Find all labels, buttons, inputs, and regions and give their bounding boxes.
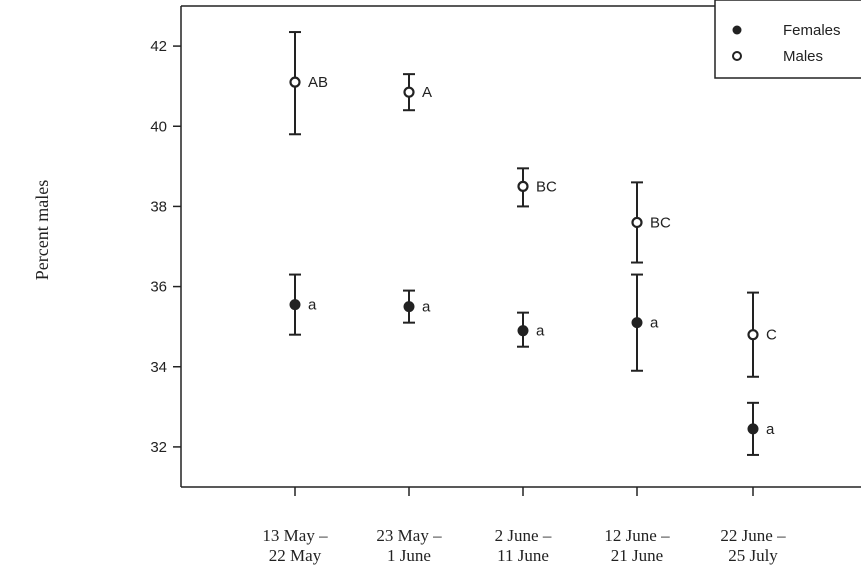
significance-label: a xyxy=(422,299,431,316)
x-category-label-line: 21 June xyxy=(611,546,663,565)
series-males: AB A BC BC C xyxy=(289,31,777,378)
data-point-females xyxy=(517,325,529,337)
legend: Females Males xyxy=(714,0,861,79)
data-point-females xyxy=(631,317,643,329)
y-tick-label-42: 42 xyxy=(150,38,167,55)
x-category-label-line: 25 July xyxy=(728,546,778,565)
x-category-label-line: 11 June xyxy=(497,546,549,565)
x-category-label-line: 22 June – xyxy=(720,526,786,545)
data-point-males xyxy=(289,76,301,88)
significance-label: AB xyxy=(308,74,328,91)
x-category-label-line: 13 May – xyxy=(262,526,328,545)
significance-label: a xyxy=(308,297,317,314)
significance-label: BC xyxy=(650,214,671,231)
legend-box xyxy=(714,0,861,79)
significance-label: C xyxy=(766,327,777,344)
x-category-label-line: 12 June – xyxy=(604,526,670,545)
significance-label: BC xyxy=(536,178,557,195)
y-axis: 32 34 36 38 40 42 xyxy=(150,38,181,456)
x-category-label-3: 12 June –21 June xyxy=(604,526,670,565)
data-point-females xyxy=(403,301,415,313)
data-point-males xyxy=(517,180,529,192)
legend-marker-males xyxy=(732,51,742,61)
significance-label: a xyxy=(766,421,775,438)
data-marks: a a a a a AB A BC BC C xyxy=(289,31,777,456)
x-category-label-line: 2 June – xyxy=(495,526,552,545)
significance-label: A xyxy=(422,84,432,101)
x-category-label-line: 23 May – xyxy=(376,526,442,545)
legend-label-males: Males xyxy=(783,48,823,65)
significance-label: a xyxy=(650,315,659,332)
y-tick-label-40: 40 xyxy=(150,118,167,135)
y-tick-label-38: 38 xyxy=(150,198,167,215)
x-category-label-0: 13 May –22 May xyxy=(262,526,328,565)
y-tick-label-36: 36 xyxy=(150,279,167,296)
x-category-label-line: 22 May xyxy=(269,546,322,565)
x-category-label-4: 22 June –25 July xyxy=(720,526,786,565)
y-tick-label-32: 32 xyxy=(150,439,167,456)
data-point-males xyxy=(747,329,759,341)
data-point-females xyxy=(289,299,301,311)
x-category-label-1: 23 May –1 June xyxy=(376,526,442,565)
data-point-males xyxy=(403,86,415,98)
data-point-males xyxy=(631,216,643,229)
y-axis-label: Percent males xyxy=(32,180,52,280)
data-point-females xyxy=(747,423,759,435)
legend-marker-females xyxy=(732,25,742,35)
significance-label: a xyxy=(536,323,545,340)
x-category-label-line: 1 June xyxy=(387,546,431,565)
legend-label-females: Females xyxy=(783,22,841,39)
x-axis: 13 May –22 May 23 May –1 June 2 June –11 J… xyxy=(262,487,786,565)
series-females: a a a a a xyxy=(289,273,775,456)
x-category-label-2: 2 June –11 June xyxy=(495,526,552,565)
y-tick-label-34: 34 xyxy=(150,359,167,376)
